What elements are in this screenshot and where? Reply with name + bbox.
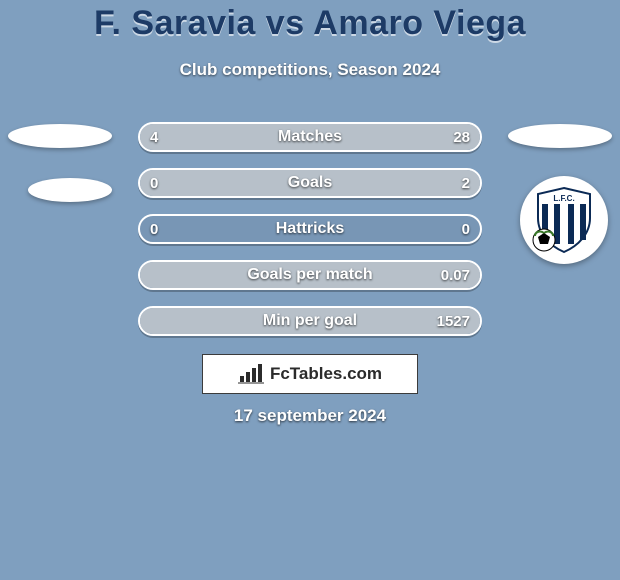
- stat-row: Hattricks0 0: [138, 214, 482, 244]
- stat-fill-right: [183, 124, 481, 150]
- stat-fill-right: [140, 262, 480, 288]
- brand-text: FcTables.com: [270, 364, 382, 384]
- stat-row: Matches428: [138, 122, 482, 152]
- player-left-placeholder-1: [8, 124, 112, 148]
- page-title: F. Saravia vs Amaro Viega: [0, 4, 620, 43]
- stat-row: Min per goal1527: [138, 306, 482, 336]
- club-badge-right: L.F.C.: [520, 176, 608, 264]
- stat-fill-right: [140, 170, 480, 196]
- player-left-placeholder-2: [28, 178, 112, 202]
- stat-value-right: 0: [462, 216, 470, 242]
- subtitle: Club competitions, Season 2024: [0, 60, 620, 80]
- player-right-placeholder-1: [508, 124, 612, 148]
- stat-value-left: 0: [150, 216, 158, 242]
- stat-row: Goals02: [138, 168, 482, 198]
- stat-fill-right: [140, 308, 480, 334]
- bar-chart-icon: [238, 364, 264, 384]
- badge-text: L.F.C.: [553, 194, 574, 203]
- stat-fill-left: [140, 124, 183, 150]
- shield-icon: L.F.C.: [528, 184, 600, 256]
- date-text: 17 september 2024: [0, 406, 620, 426]
- stat-label: Hattricks: [140, 216, 480, 242]
- comparison-infographic: F. Saravia vs Amaro Viega Club competiti…: [0, 0, 620, 580]
- stat-row: Goals per match0.07: [138, 260, 482, 290]
- footer-attribution: FcTables.com: [202, 354, 418, 394]
